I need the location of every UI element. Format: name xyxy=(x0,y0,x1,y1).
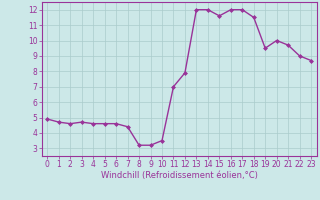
X-axis label: Windchill (Refroidissement éolien,°C): Windchill (Refroidissement éolien,°C) xyxy=(101,171,258,180)
